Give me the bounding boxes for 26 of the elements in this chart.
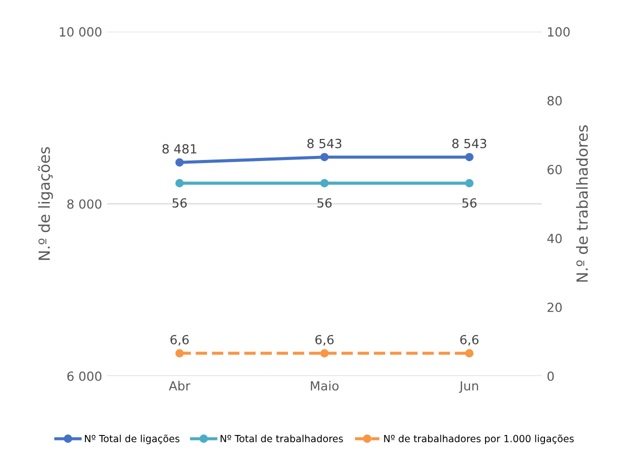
data-label: 56 bbox=[462, 198, 477, 208]
legend-label: Nº Total de trabalhadores bbox=[220, 434, 343, 442]
y2-tick-label: 0 bbox=[547, 371, 554, 381]
y2-axis-title: N.º de trabalhadores bbox=[576, 125, 588, 282]
x-tick-label: Jun bbox=[458, 381, 478, 393]
y2-tick-label: 80 bbox=[548, 96, 562, 106]
x-tick-label: Abr bbox=[168, 380, 190, 391]
y2-tick-label: 60 bbox=[548, 164, 562, 174]
data-label: 6,6 bbox=[460, 334, 479, 346]
legend-label: Nº de trabalhadores por 1.000 ligações bbox=[384, 434, 574, 444]
data-label: 8 543 bbox=[452, 138, 486, 148]
data-label: 8 543 bbox=[307, 138, 342, 148]
y-tick-label: 8 000 bbox=[67, 199, 102, 209]
y-axis-title: N.º de ligações bbox=[38, 147, 53, 260]
x-tick-label: Maio bbox=[310, 380, 339, 391]
data-label: 6,6 bbox=[315, 334, 334, 346]
y2-tick-label: 20 bbox=[548, 302, 562, 312]
y2-tick-label: 40 bbox=[547, 234, 562, 244]
y-tick-label: 6 000 bbox=[67, 371, 102, 381]
y2-tick-label: 100 bbox=[548, 27, 570, 37]
data-label: 6,6 bbox=[170, 334, 189, 346]
data-label: 56 bbox=[317, 198, 332, 208]
data-label: 8 481 bbox=[162, 144, 196, 154]
legend-label: Nº Total de ligações bbox=[84, 434, 180, 444]
y-tick-label: 10 000 bbox=[60, 27, 102, 37]
data-label: 56 bbox=[172, 198, 187, 208]
